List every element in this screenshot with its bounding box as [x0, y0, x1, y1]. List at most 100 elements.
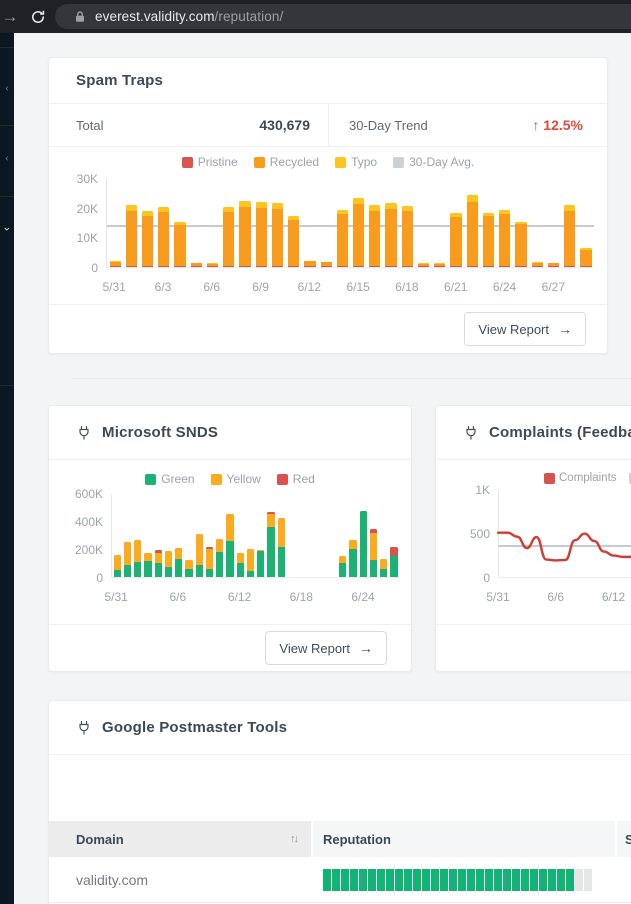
bar-segment	[144, 561, 152, 577]
bar-segment	[109, 266, 121, 267]
reputation-segment	[413, 868, 421, 891]
bar-segment	[417, 262, 430, 264]
bar	[302, 179, 318, 267]
sort-icon[interactable]: ↑↓	[290, 833, 299, 845]
reputation-segment	[422, 868, 430, 891]
bar	[225, 494, 235, 577]
table-row[interactable]: validity.com	[49, 857, 631, 903]
bar-segment	[158, 266, 170, 267]
bar-segment	[141, 215, 154, 267]
reputation-segment	[449, 868, 457, 891]
bar-segment	[277, 547, 285, 577]
bar-segment	[385, 266, 397, 267]
chevron-down-icon[interactable]: ‹	[1, 227, 13, 231]
legend-label: Yellow	[226, 472, 261, 486]
stats-row: Total 430,679 30-Day Trend ↑ 12.5%	[49, 104, 607, 147]
legend-label: Red	[292, 472, 315, 486]
y-axis-label: 0	[483, 571, 490, 585]
bar-segment	[123, 564, 131, 577]
reputation-segment	[332, 868, 340, 891]
bar-segment	[174, 225, 186, 267]
google-postmaster-card: Google Postmaster Tools Domain ↑↓ Reputa…	[48, 700, 631, 904]
bar-segment	[434, 266, 446, 267]
bar-segment	[339, 555, 347, 564]
bar-segment	[580, 247, 592, 250]
bar	[153, 494, 163, 577]
view-report-button[interactable]: View Report →	[464, 312, 586, 346]
bar-segment	[205, 549, 213, 570]
bar-segment	[349, 548, 357, 577]
legend-swatch	[335, 156, 347, 168]
bar-segment	[223, 212, 235, 267]
bar	[276, 494, 286, 577]
trend-stat: 30-Day Trend ↑ 12.5%	[329, 104, 607, 146]
bar-segment	[257, 551, 265, 577]
card-footer: View Report→	[49, 304, 607, 353]
x-axis-label: 6/18	[395, 280, 419, 294]
table-header: Domain ↑↓ Reputation Spam Rate	[49, 821, 631, 857]
x-axis-label: 6/3	[154, 280, 172, 294]
bar	[297, 494, 307, 577]
reputation-segment	[575, 868, 583, 891]
collapsed-sidebar: ‹ ‹ ‹	[0, 33, 14, 904]
reputation-segment	[485, 868, 493, 891]
reputation-segment	[584, 868, 592, 891]
bar-segment	[277, 517, 285, 548]
x-axis-label: 6/15	[346, 280, 370, 294]
bar-segment	[216, 538, 224, 553]
y-axis-label: 600K	[74, 487, 103, 501]
bar-segment	[380, 559, 388, 570]
bar-segment	[385, 203, 397, 209]
bar	[215, 494, 225, 577]
bar-segment	[499, 209, 511, 215]
url-bar[interactable]: everest.validity.com/reputation/	[55, 4, 631, 29]
column-header-spam-rate[interactable]: Spam Rate	[617, 821, 631, 857]
bar-segment	[531, 262, 543, 267]
bar	[307, 494, 317, 577]
bar-segment	[450, 266, 462, 267]
chevron-left-icon[interactable]: ‹	[5, 153, 9, 164]
chevron-left-icon[interactable]: ‹	[5, 83, 9, 94]
bar-segment	[226, 514, 234, 542]
bar	[367, 179, 383, 267]
reputation-segment	[512, 868, 520, 891]
reputation-segment	[377, 868, 385, 891]
legend-label: Complaints	[559, 472, 617, 484]
bar-segment	[205, 569, 213, 577]
trend-value: ↑ 12.5%	[532, 117, 583, 133]
legend-swatch	[276, 473, 288, 485]
reload-icon[interactable]	[26, 0, 50, 33]
column-header-domain[interactable]: Domain ↑↓	[49, 821, 311, 857]
card-title: Google Postmaster Tools	[102, 719, 288, 736]
stat-label: 30-Day Trend	[349, 117, 428, 133]
bar-segment	[434, 263, 446, 264]
bar	[415, 179, 431, 267]
bar-segment	[369, 528, 377, 533]
avg-line	[106, 224, 594, 227]
view-report-button[interactable]: View Report →	[265, 631, 387, 665]
forward-icon[interactable]: →	[1, 6, 19, 26]
bar-segment	[226, 541, 234, 577]
bar-segment	[304, 266, 316, 267]
card-title: Complaints (Feedback Loops)	[489, 424, 631, 441]
bar	[348, 494, 358, 577]
reputation-segment	[467, 868, 475, 891]
bar	[379, 494, 389, 577]
bar-segment	[353, 266, 365, 267]
bar	[358, 494, 368, 577]
y-axis-label: 10K	[76, 231, 98, 246]
plug-icon	[76, 425, 92, 441]
column-header-reputation[interactable]: Reputation	[313, 821, 615, 857]
bar-segment	[216, 552, 224, 577]
bar	[123, 179, 139, 267]
bar-segment	[336, 266, 349, 267]
bar-segment	[158, 206, 170, 213]
bar-segment	[164, 550, 172, 568]
bar-segment	[417, 266, 430, 267]
x-axis-label: 6/6	[203, 280, 221, 294]
bar-segment	[205, 547, 213, 550]
bar-segment	[255, 266, 267, 267]
legend-item: Yellow	[210, 472, 261, 486]
bar	[139, 179, 155, 267]
bar-segment	[499, 214, 511, 267]
